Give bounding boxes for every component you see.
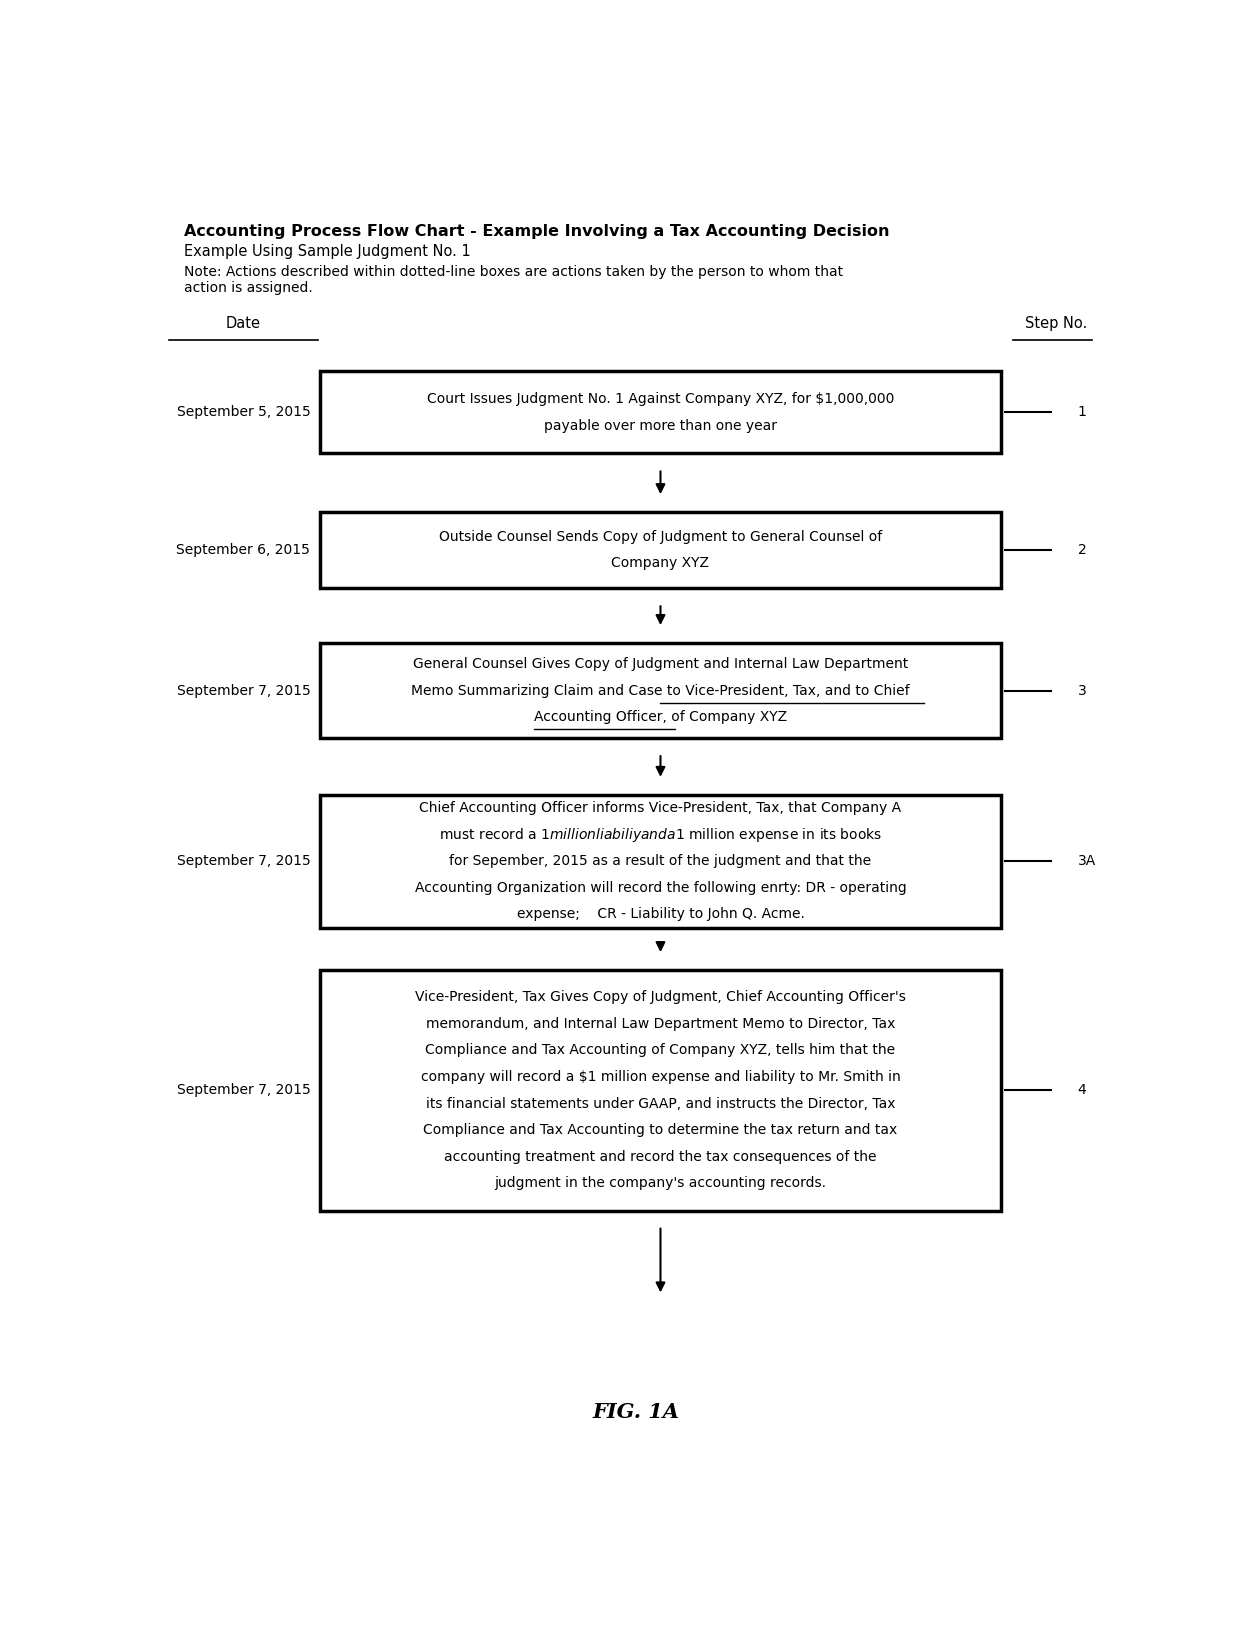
Text: Memo Summarizing Claim and Case to Vice-President, Tax, and to Chief: Memo Summarizing Claim and Case to Vice-… — [412, 683, 910, 698]
Text: Company XYZ: Company XYZ — [611, 557, 709, 570]
Text: September 6, 2015: September 6, 2015 — [176, 544, 310, 557]
Text: Note: Actions described within dotted-line boxes are actions taken by the person: Note: Actions described within dotted-li… — [184, 266, 843, 279]
Text: Chief Accounting Officer informs Vice-President, Tax, that Company A: Chief Accounting Officer informs Vice-Pr… — [419, 802, 901, 815]
Text: Example Using Sample Judgment No. 1: Example Using Sample Judgment No. 1 — [184, 243, 471, 260]
Text: Accounting Organization will record the following enrty: DR - operating: Accounting Organization will record the … — [414, 881, 906, 895]
Text: Date: Date — [226, 315, 260, 332]
Text: Outside Counsel Sends Copy of Judgment to General Counsel of: Outside Counsel Sends Copy of Judgment t… — [439, 529, 882, 544]
Text: Vice-President, Tax Gives Copy of Judgment, Chief Accounting Officer's: Vice-President, Tax Gives Copy of Judgme… — [415, 991, 906, 1004]
Text: expense;    CR - Liability to John Q. Acme.: expense; CR - Liability to John Q. Acme. — [517, 907, 805, 922]
Text: 2: 2 — [1078, 544, 1086, 557]
Text: its financial statements under GAAP, and instructs the Director, Tax: its financial statements under GAAP, and… — [425, 1096, 895, 1111]
Text: memorandum, and Internal Law Department Memo to Director, Tax: memorandum, and Internal Law Department … — [425, 1017, 895, 1030]
Text: for Sepember, 2015 as a result of the judgment and that the: for Sepember, 2015 as a result of the ju… — [449, 854, 872, 869]
Text: Accounting Process Flow Chart - Example Involving a Tax Accounting Decision: Accounting Process Flow Chart - Example … — [184, 223, 889, 238]
Bar — [320, 513, 1001, 588]
Text: Step No.: Step No. — [1025, 315, 1087, 332]
Text: September 7, 2015: September 7, 2015 — [176, 1083, 310, 1098]
Text: payable over more than one year: payable over more than one year — [544, 419, 777, 432]
Text: General Counsel Gives Copy of Judgment and Internal Law Department: General Counsel Gives Copy of Judgment a… — [413, 657, 908, 670]
Text: Compliance and Tax Accounting of Company XYZ, tells him that the: Compliance and Tax Accounting of Company… — [425, 1043, 895, 1058]
Text: must record a $1 million liabiliy and a $1 million expense in its books: must record a $1 million liabiliy and a … — [439, 826, 882, 845]
Text: accounting treatment and record the tax consequences of the: accounting treatment and record the tax … — [444, 1150, 877, 1163]
Text: September 7, 2015: September 7, 2015 — [176, 854, 310, 869]
Bar — [320, 371, 1001, 453]
Text: company will record a $1 million expense and liability to Mr. Smith in: company will record a $1 million expense… — [420, 1070, 900, 1084]
Text: September 5, 2015: September 5, 2015 — [176, 406, 310, 419]
Text: Compliance and Tax Accounting to determine the tax return and tax: Compliance and Tax Accounting to determi… — [423, 1124, 898, 1137]
Bar — [320, 642, 1001, 738]
Text: FIG. 1A: FIG. 1A — [591, 1401, 680, 1421]
Text: 1: 1 — [1078, 406, 1086, 419]
Text: judgment in the company's accounting records.: judgment in the company's accounting rec… — [495, 1176, 827, 1190]
Text: Accounting Officer, of Company XYZ: Accounting Officer, of Company XYZ — [534, 710, 787, 725]
Text: 3A: 3A — [1078, 854, 1096, 869]
Text: 3: 3 — [1078, 683, 1086, 698]
Bar — [320, 795, 1001, 928]
Text: September 7, 2015: September 7, 2015 — [176, 683, 310, 698]
Text: 4: 4 — [1078, 1083, 1086, 1098]
Text: Court Issues Judgment No. 1 Against Company XYZ, for $1,000,000: Court Issues Judgment No. 1 Against Comp… — [427, 393, 894, 406]
Text: action is assigned.: action is assigned. — [184, 281, 312, 294]
Bar — [320, 969, 1001, 1211]
